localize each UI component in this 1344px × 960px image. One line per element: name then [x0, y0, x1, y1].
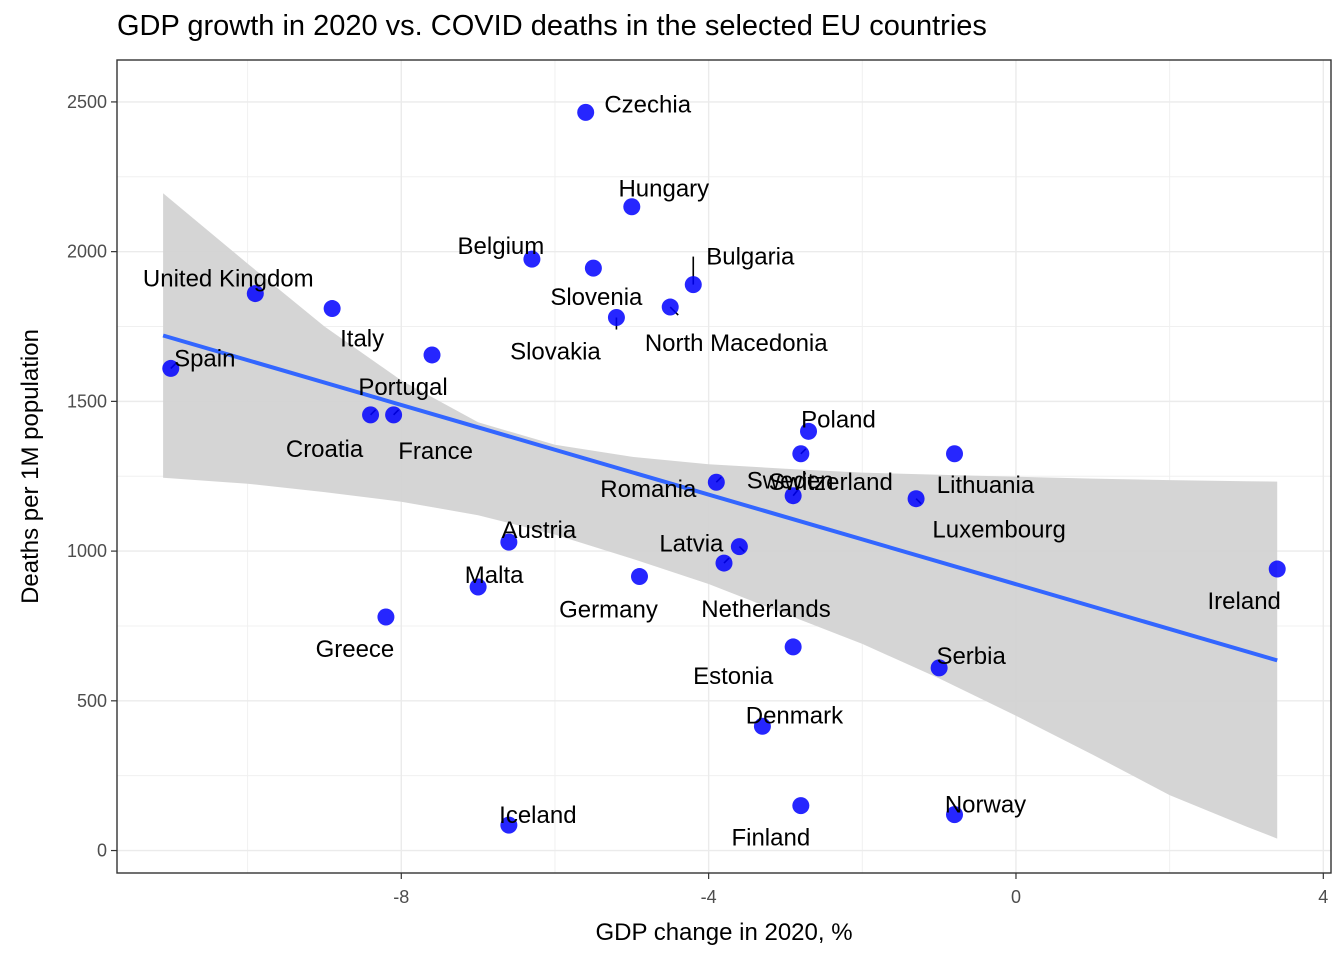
point-label: Greece: [316, 636, 395, 663]
data-points: [162, 103, 1286, 834]
data-point: [661, 298, 679, 316]
point-label: Slovakia: [510, 339, 601, 366]
y-tick-label: 1500: [67, 391, 107, 411]
point-label: Ireland: [1208, 588, 1281, 615]
y-tick-label: 500: [77, 691, 107, 711]
x-tick-label: -4: [701, 887, 717, 907]
data-point: [907, 490, 925, 508]
chart-title: GDP growth in 2020 vs. COVID deaths in t…: [117, 10, 987, 42]
data-point: [800, 422, 818, 440]
data-point: [607, 309, 625, 327]
data-point: [162, 359, 180, 377]
trend-line: [162, 333, 1278, 663]
x-axis-title: GDP change in 2020, %: [595, 919, 852, 946]
data-point: [784, 638, 802, 656]
point-label: Estonia: [693, 663, 774, 690]
x-tick-label: -8: [393, 887, 409, 907]
trend-line-layer: [162, 333, 1278, 663]
y-axis-title: Deaths per 1M population: [17, 329, 44, 604]
x-tick-label: 0: [1011, 887, 1021, 907]
point-label: Belgium: [458, 233, 545, 260]
point-label: Croatia: [286, 436, 364, 463]
point-label: Iceland: [499, 802, 576, 829]
point-label: Lithuania: [937, 472, 1035, 499]
point-label: Finland: [731, 825, 810, 852]
point-label: United Kingdom: [143, 266, 314, 293]
point-label: Poland: [801, 406, 876, 433]
point-label: Denmark: [746, 702, 844, 729]
point-label: Romania: [600, 476, 697, 503]
data-point: [730, 538, 748, 556]
data-point: [715, 554, 733, 572]
point-label: Malta: [465, 562, 524, 589]
data-point: [707, 473, 725, 491]
panel-border: [116, 59, 1332, 874]
data-point: [246, 285, 264, 303]
data-point: [784, 487, 802, 505]
data-point: [469, 578, 487, 596]
data-point: [323, 300, 341, 318]
data-point: [362, 406, 380, 424]
point-label: Serbia: [936, 643, 1006, 670]
confidence-band-layer: [163, 193, 1278, 839]
data-point: [792, 797, 810, 815]
point-label: Austria: [502, 517, 577, 544]
point-label: Sweden: [747, 468, 834, 495]
data-point: [792, 445, 810, 463]
data-point: [500, 533, 518, 551]
point-label: Bulgaria: [706, 244, 795, 271]
point-label: Portugal: [358, 374, 447, 401]
data-point: [753, 717, 771, 735]
data-point: [523, 250, 541, 268]
point-label: North Macedonia: [645, 330, 828, 357]
data-point: [423, 346, 441, 364]
data-point: [385, 406, 403, 424]
data-point: [584, 259, 602, 277]
point-label: Hungary: [618, 176, 709, 203]
point-label: Czechia: [604, 91, 691, 118]
point-label: Netherlands: [701, 596, 830, 623]
y-tick-label: 0: [97, 841, 107, 861]
point-label: Italy: [340, 326, 384, 353]
data-point: [1268, 560, 1286, 578]
point-label: Spain: [174, 345, 235, 372]
data-point: [630, 568, 648, 586]
confidence-band: [163, 193, 1278, 839]
axes: -8 -4 0 4 0 500 1000 1500 2000 2500: [67, 92, 1328, 907]
data-point: [623, 198, 641, 216]
point-label: Switzerland: [769, 469, 893, 496]
data-point: [500, 816, 518, 834]
point-label: Germany: [559, 597, 658, 624]
y-tick-label: 1000: [67, 541, 107, 561]
data-point: [946, 806, 964, 824]
point-label: Slovenia: [550, 284, 643, 311]
point-label: Norway: [945, 792, 1026, 819]
data-point: [577, 103, 595, 121]
data-point: [930, 659, 948, 677]
point-label: Luxembourg: [932, 517, 1065, 544]
x-tick-label: 4: [1318, 887, 1328, 907]
point-label: France: [398, 438, 473, 465]
data-point: [946, 445, 964, 463]
data-point: [684, 276, 702, 294]
y-tick-label: 2500: [67, 92, 107, 112]
data-point: [377, 608, 395, 626]
y-tick-label: 2000: [67, 242, 107, 262]
point-label: Latvia: [659, 531, 724, 558]
